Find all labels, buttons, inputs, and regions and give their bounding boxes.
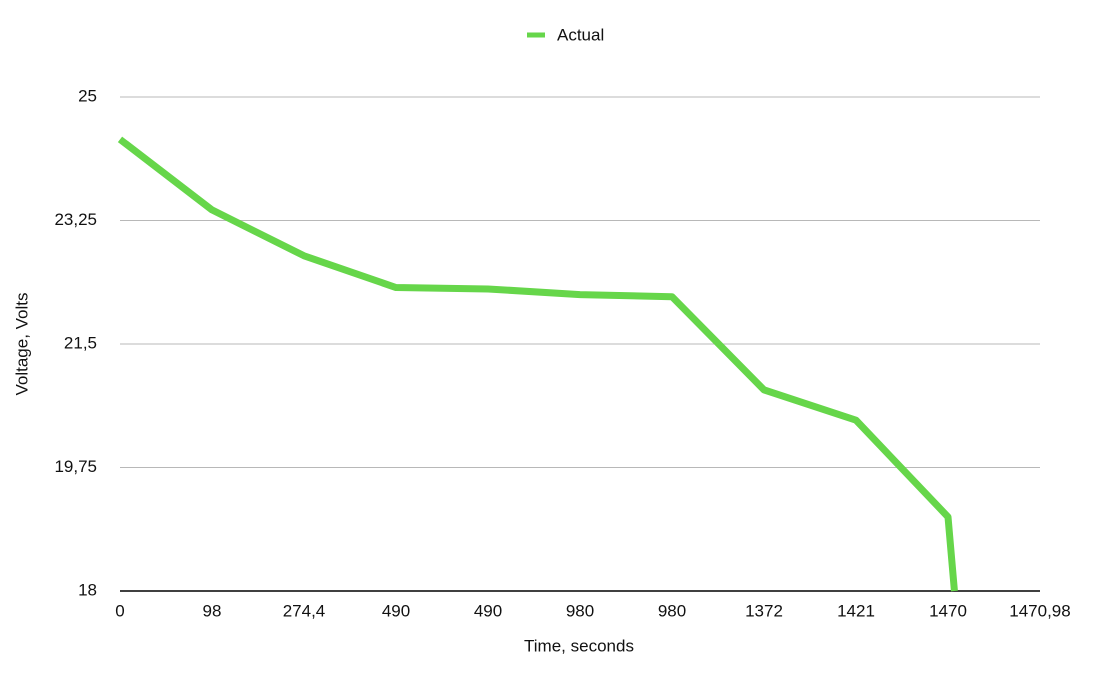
x-tick-label: 490: [474, 601, 502, 620]
x-axis-label: Time, seconds: [524, 636, 634, 655]
y-axis-label: Voltage, Volts: [12, 292, 31, 395]
x-tick-label: 490: [382, 601, 410, 620]
y-tick-label: 21,5: [64, 333, 97, 352]
legend-label: Actual: [557, 25, 604, 44]
x-tick-label: 98: [203, 601, 222, 620]
x-tick-label: 1470: [929, 601, 967, 620]
x-tick-label: 274,4: [283, 601, 326, 620]
x-tick-label: 1421: [837, 601, 875, 620]
x-tick-label: 0: [115, 601, 124, 620]
y-tick-label: 25: [78, 86, 97, 105]
x-tick-label: 1470,98: [1009, 601, 1070, 620]
y-tick-label: 19,75: [54, 457, 97, 476]
x-tick-label: 980: [658, 601, 686, 620]
y-tick-label: 18: [78, 580, 97, 599]
data-line: [117, 136, 958, 592]
y-tick-label: 23,25: [54, 210, 97, 229]
x-tick-label: 980: [566, 601, 594, 620]
x-tick-label: 1372: [745, 601, 783, 620]
